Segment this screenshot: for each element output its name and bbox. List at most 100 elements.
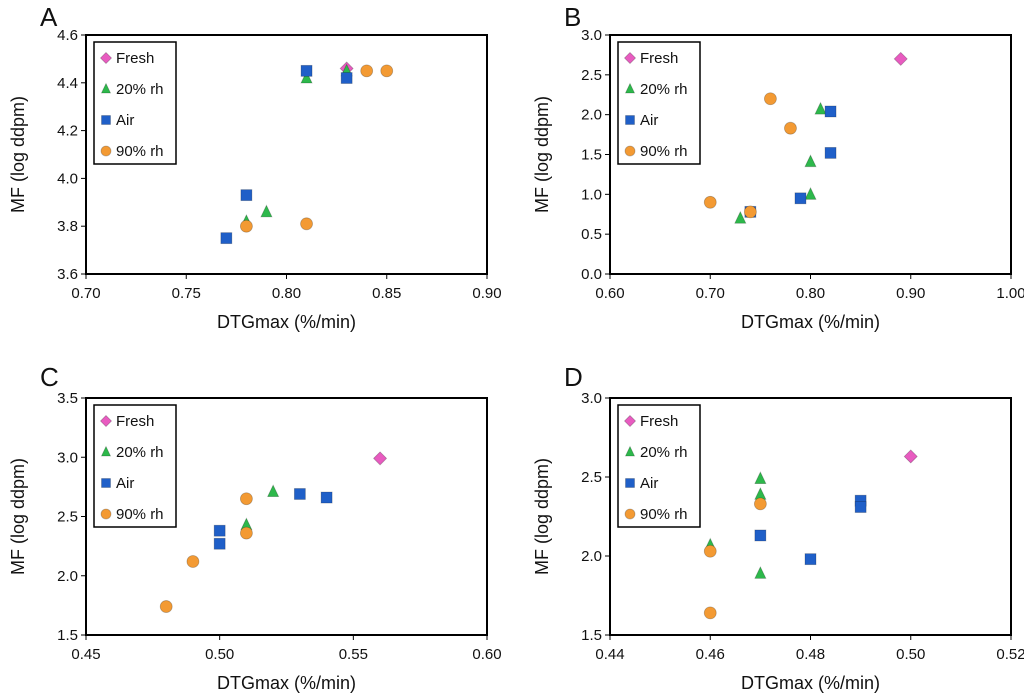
- legend-label: Fresh: [116, 50, 154, 67]
- data-point: [703, 195, 717, 209]
- y-tick-label: 3.5: [57, 390, 78, 407]
- y-tick-label: 2.0: [57, 568, 78, 585]
- x-axis-title: DTGmax (%/min): [741, 673, 880, 693]
- series-air: [220, 64, 353, 245]
- y-axis-title: MF (log ddpm): [8, 96, 28, 213]
- panel-letter: A: [40, 2, 58, 32]
- data-point: [754, 471, 767, 484]
- x-tick-label: 0.44: [595, 646, 624, 663]
- legend-marker-circle-icon: [624, 145, 636, 157]
- y-tick-label: 3.6: [57, 266, 78, 283]
- legend-marker-triangle-icon: [100, 82, 112, 94]
- data-point: [794, 192, 807, 205]
- series-20-rh: [240, 63, 353, 227]
- y-tick-label: 2.5: [581, 469, 602, 486]
- y-tick-label: 2.0: [581, 548, 602, 565]
- x-tick-label: 0.45: [71, 646, 100, 663]
- data-point: [734, 210, 747, 224]
- x-tick-label: 0.80: [272, 285, 301, 302]
- y-tick-label: 1.5: [57, 627, 78, 644]
- legend-item: 20% rh: [624, 444, 688, 461]
- legend-marker-circle-icon: [100, 508, 112, 520]
- data-point: [186, 555, 200, 568]
- legend-item: Air: [101, 475, 134, 492]
- legend-label: Air: [116, 112, 134, 129]
- data-point: [703, 606, 717, 620]
- legend-item: 20% rh: [100, 81, 164, 98]
- legend-item: Fresh: [623, 50, 678, 67]
- data-point: [824, 105, 837, 118]
- x-tick-label: 0.90: [896, 285, 925, 302]
- panel-c: C 1.5 2.0 2.5 3.0 3.5 0.45 0.50 0.55 0.60 DTGmax (…: [8, 362, 502, 693]
- y-axis-title: MF (log ddpm): [532, 458, 552, 575]
- x-tick-label: 0.60: [472, 646, 501, 663]
- legend-box: [93, 404, 177, 528]
- x-tick-label: 0.55: [339, 646, 368, 663]
- legend-label: 90% rh: [116, 143, 164, 160]
- x-tick-label: 0.60: [595, 285, 624, 302]
- data-point: [373, 451, 388, 466]
- legend-label: 20% rh: [116, 444, 164, 461]
- legend-marker-circle-icon: [624, 508, 636, 520]
- series-90-rh: [159, 492, 253, 613]
- x-tick-label: 0.48: [796, 646, 825, 663]
- panel-letter: D: [564, 362, 583, 392]
- data-point: [220, 232, 233, 245]
- legend-marker-diamond-icon: [99, 414, 113, 428]
- legend: Fresh 20% rh Air 90% rh: [617, 41, 701, 165]
- data-point: [213, 537, 226, 550]
- legend-label: 20% rh: [116, 81, 164, 98]
- series-20-rh: [704, 471, 767, 579]
- legend-label: Fresh: [116, 413, 154, 430]
- legend-item: Air: [625, 112, 658, 129]
- data-point: [213, 524, 226, 537]
- legend-item: Fresh: [99, 413, 154, 430]
- x-tick-label: 1.00: [996, 285, 1024, 302]
- legend-label: 20% rh: [640, 444, 688, 461]
- series-90-rh: [703, 497, 767, 620]
- legend-marker-circle-icon: [100, 145, 112, 157]
- series-air: [213, 488, 333, 550]
- x-tick-label: 0.50: [205, 646, 234, 663]
- legend-label: Air: [116, 475, 134, 492]
- legend-box: [617, 404, 701, 528]
- legend-marker-triangle-icon: [624, 82, 636, 94]
- x-tick-label: 0.52: [996, 646, 1024, 663]
- panel-a: A 3.6 3.8 4.0 4.2 4.4 4.6 0.70 0.75 0.80 0.85 0.90 D…: [8, 2, 502, 332]
- legend-item: Fresh: [623, 413, 678, 430]
- data-point: [240, 189, 253, 202]
- legend-box: [617, 41, 701, 165]
- data-point: [239, 492, 253, 506]
- data-point: [159, 600, 173, 613]
- legend-marker-square-icon: [101, 115, 111, 125]
- x-axis-title: DTGmax (%/min): [217, 312, 356, 332]
- x-tick-label: 0.85: [372, 285, 401, 302]
- legend-marker-diamond-icon: [623, 414, 637, 428]
- legend-label: 90% rh: [640, 506, 688, 523]
- y-tick-label: 3.0: [57, 449, 78, 466]
- legend-label: Air: [640, 112, 658, 129]
- data-point: [340, 72, 353, 84]
- legend-marker-square-icon: [101, 478, 111, 488]
- legend-marker-triangle-icon: [100, 445, 112, 457]
- y-tick-label: 1.5: [581, 147, 602, 164]
- data-point: [703, 544, 717, 558]
- series-fresh: [893, 51, 908, 66]
- y-tick-label: 3.8: [57, 218, 78, 235]
- series-20-rh: [240, 484, 280, 531]
- series-fresh: [373, 451, 388, 466]
- legend-marker-diamond-icon: [99, 51, 113, 65]
- panel-letter: B: [564, 2, 581, 32]
- legend-marker-square-icon: [625, 478, 635, 488]
- legend-label: Fresh: [640, 413, 678, 430]
- y-tick-label: 0.0: [581, 266, 602, 283]
- data-point: [320, 491, 333, 504]
- legend-item: 90% rh: [624, 506, 688, 523]
- legend-box: [93, 41, 177, 165]
- legend-marker-square-icon: [625, 115, 635, 125]
- data-point: [380, 64, 394, 78]
- y-tick-label: 4.2: [57, 123, 78, 140]
- data-point: [260, 204, 273, 218]
- panel-d: D 1.5 2.0 2.5 3.0 0.44 0.46 0.48 0.50 0.52 DTGmax …: [532, 362, 1024, 693]
- legend-item: 20% rh: [624, 81, 688, 98]
